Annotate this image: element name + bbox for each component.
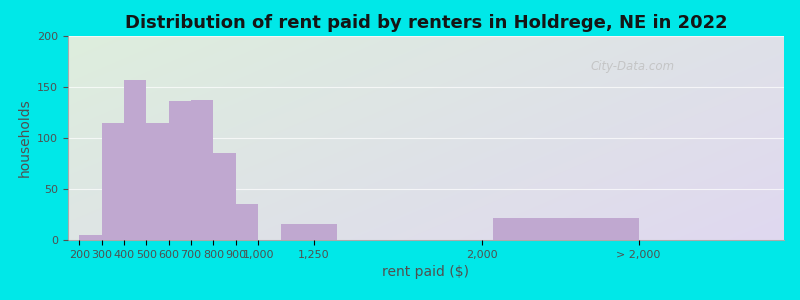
Bar bbox=[191, 100, 214, 240]
Y-axis label: households: households bbox=[18, 99, 31, 177]
Bar bbox=[236, 204, 258, 240]
Title: Distribution of rent paid by renters in Holdrege, NE in 2022: Distribution of rent paid by renters in … bbox=[125, 14, 727, 32]
X-axis label: rent paid ($): rent paid ($) bbox=[382, 265, 470, 279]
Bar bbox=[146, 123, 169, 240]
Bar bbox=[214, 153, 236, 240]
Bar bbox=[281, 224, 337, 240]
Bar bbox=[169, 101, 191, 240]
Bar bbox=[79, 235, 102, 240]
Bar bbox=[493, 218, 638, 240]
Bar bbox=[124, 80, 146, 240]
Text: City-Data.com: City-Data.com bbox=[590, 61, 675, 74]
Bar bbox=[102, 123, 124, 240]
